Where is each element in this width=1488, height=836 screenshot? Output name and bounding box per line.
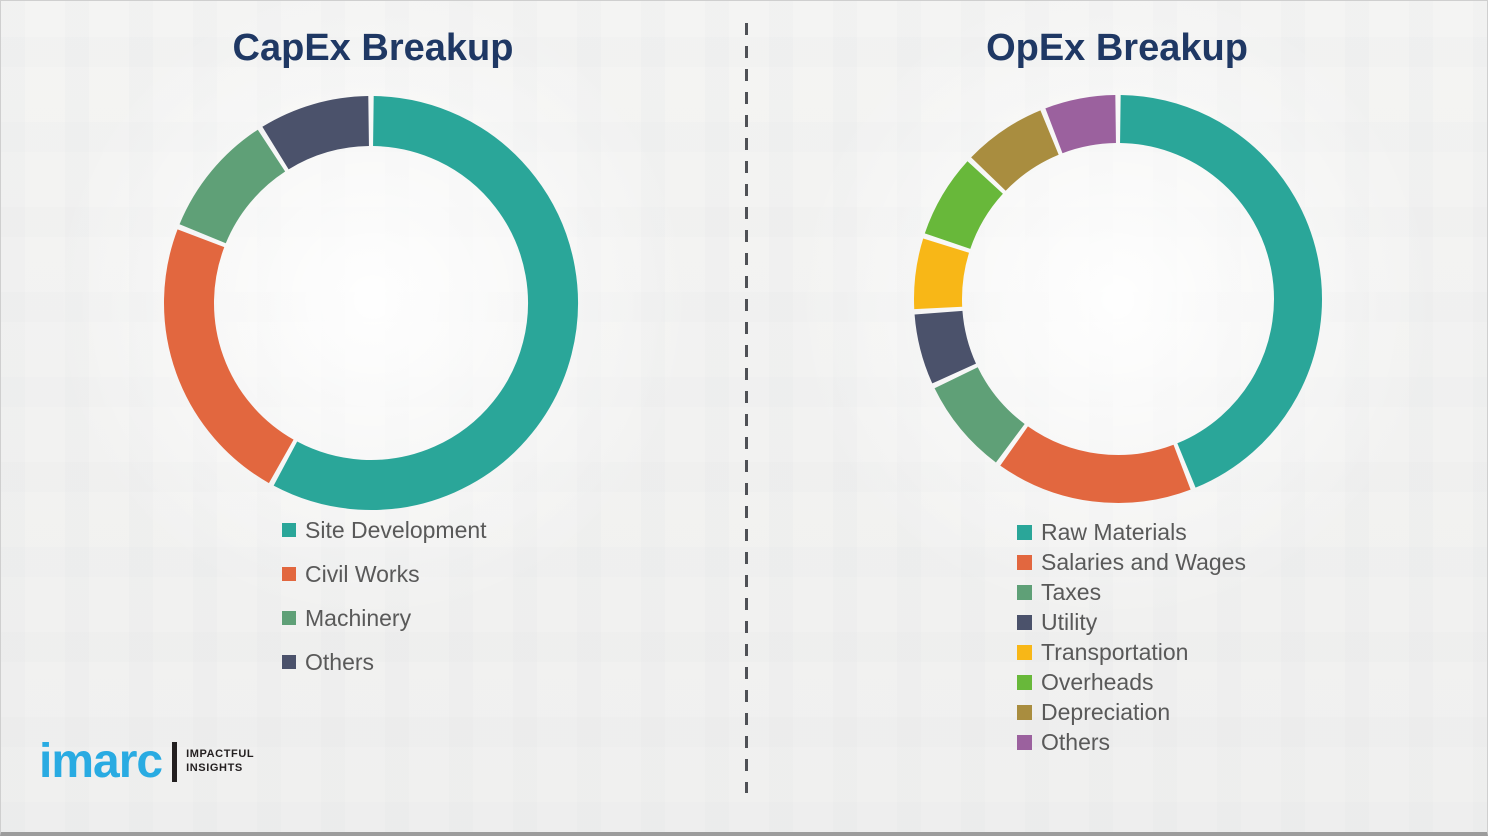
legend-swatch [282,655,296,669]
capex-legend: Site Development Civil Works Machinery Othe… [282,508,487,684]
legend-label: Depreciation [1041,698,1171,725]
imarc-logo-text: imarc [39,735,163,788]
legend-label: Site Development [305,516,487,543]
legend-swatch [1017,644,1032,660]
opex-donut-chart [914,95,1322,503]
legend-label: Others [1041,728,1111,755]
legend-item: Civil Works [282,552,487,596]
legend-label: Transportation [1041,638,1189,665]
legend-item: Depreciation [1017,697,1246,727]
legend-swatch [282,523,296,537]
legend-item: Site Development [282,508,487,552]
logo-tagline: IMPACTFUL INSIGHTS [186,748,254,776]
legend-label: Raw Materials [1041,518,1187,545]
legend-swatch [1017,614,1032,630]
legend-item: Others [1017,727,1246,757]
opex-chart-title: OpEx Breakup [986,27,1248,69]
legend-label: Overheads [1041,668,1154,695]
legend-item: Machinery [282,596,487,640]
legend-swatch [1017,524,1032,540]
legend-swatch [1017,704,1032,720]
donut-segment-taxes [934,366,1026,463]
donut-segment-depreciation [971,110,1060,192]
legend-item: Utility [1017,607,1246,637]
legend-item: Raw Materials [1017,517,1246,547]
donut-segment-overheads [924,161,1004,250]
donut-segment-site-development [273,96,578,510]
legend-label: Utility [1041,608,1098,635]
legend-label: Salaries and Wages [1041,548,1246,575]
legend-swatch [1017,584,1032,600]
imarc-logo: imarc IMPACTFUL INSIGHTS [39,738,254,786]
donut-segment-machinery [179,129,286,244]
legend-item: Salaries and Wages [1017,547,1246,577]
legend-item: Taxes [1017,577,1246,607]
donut-segment-others [262,96,370,170]
legend-label: Machinery [305,604,412,631]
legend-label: Others [305,648,375,675]
legend-swatch [282,567,296,581]
legend-swatch [1017,554,1032,570]
donut-segment-transportation [914,238,970,310]
capex-chart-title: CapEx Breakup [232,27,514,69]
logo-tagline-line2: INSIGHTS [186,762,243,774]
legend-label: Civil Works [305,560,420,587]
donut-segment-civil-works [164,229,295,484]
legend-item: Transportation [1017,637,1246,667]
legend-swatch [282,611,296,625]
opex-legend: Raw Materials Salaries and Wages Taxes Util… [1017,517,1246,757]
donut-segment-raw-materials [1119,95,1322,488]
logo-tagline-line1: IMPACTFUL [186,748,255,761]
dashed-divider [745,23,748,793]
donut-segment-salaries-and-wages [1000,426,1191,503]
logo-divider-bar [172,742,178,782]
legend-label: Taxes [1041,578,1102,605]
capex-donut-chart [164,96,578,510]
legend-item: Overheads [1017,667,1246,697]
legend-item: Others [282,640,487,684]
legend-swatch [1017,734,1032,750]
donut-segment-utility [914,310,977,384]
donut-segment-others [1045,95,1117,154]
legend-swatch [1017,674,1032,690]
